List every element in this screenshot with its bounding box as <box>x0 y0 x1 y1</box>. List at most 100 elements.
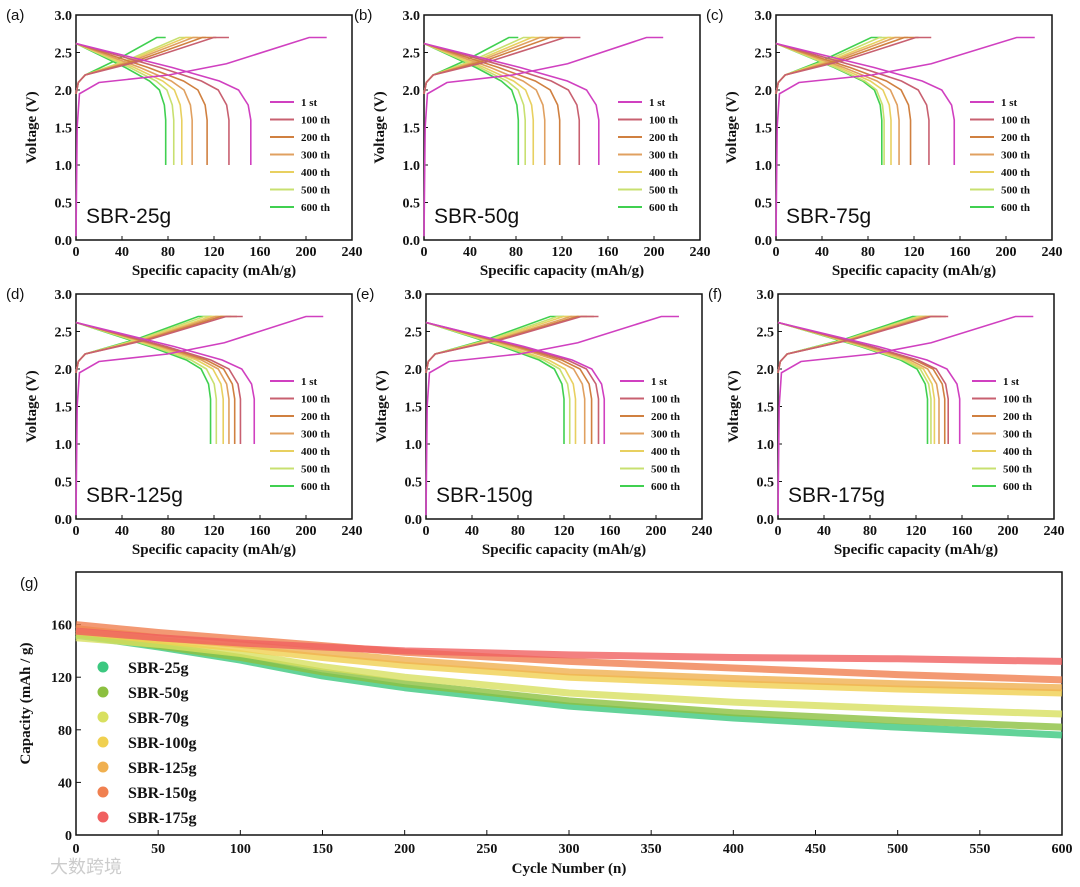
charge-curve-1 <box>75 36 229 94</box>
x-tick-label: 80 <box>161 245 175 260</box>
x-tick-label: 40 <box>815 245 829 260</box>
x-axis-label: Specific capacity (mAh/g) <box>834 542 998 558</box>
voltage-panel-b: 0 40 80 120 160 200 240 0.0 0.5 1.0 1.5 2.0 2.5 3.0 (b… <box>354 7 711 279</box>
y-tick-label: 0.5 <box>757 476 775 491</box>
x-tick-label: 500 <box>887 842 908 857</box>
discharge-curve-1 <box>423 42 581 165</box>
x-tick-label: 120 <box>204 245 225 260</box>
charge-curve-1 <box>775 36 932 94</box>
discharge-curve-4 <box>425 321 577 444</box>
legend-label: 300 th <box>649 150 678 162</box>
sample-label: SBR-75g <box>786 205 871 228</box>
y-tick-label: 0.0 <box>757 513 775 528</box>
legend-label: 200 th <box>301 132 330 144</box>
x-tick-label: 160 <box>598 245 619 260</box>
panel-label: (b) <box>354 7 372 24</box>
legend-label: 300 th <box>1003 429 1032 441</box>
legend-marker <box>97 686 109 698</box>
y-axis-label: Voltage (V) <box>24 91 40 163</box>
discharge-curve-0 <box>425 321 606 444</box>
x-tick-label: 200 <box>646 524 667 539</box>
y-tick-label: 0.0 <box>55 513 73 528</box>
y-tick-label: 1.5 <box>405 401 423 416</box>
x-tick-label: 120 <box>552 245 573 260</box>
voltage-panel-e: 0 40 80 120 160 200 240 0.0 0.5 1.0 1.5 2.0 2.5 3.0 (e… <box>356 286 713 558</box>
discharge-curve-3 <box>75 42 193 165</box>
x-tick-label: 240 <box>342 524 363 539</box>
legend-label: 600 th <box>649 202 678 214</box>
sample-label: SBR-125g <box>86 484 183 507</box>
legend-label: 100 th <box>301 115 330 127</box>
x-tick-label: 50 <box>151 842 165 857</box>
x-tick-label: 100 <box>230 842 251 857</box>
x-tick-label: 0 <box>73 245 80 260</box>
discharge-curve-4 <box>75 42 183 165</box>
legend-marker <box>97 711 109 723</box>
discharge-curve-6 <box>75 42 167 165</box>
discharge-curve-3 <box>75 321 230 444</box>
x-tick-label: 40 <box>465 524 479 539</box>
charge-curve-1 <box>425 315 599 373</box>
x-axis-label: Cycle Number (n) <box>512 861 627 877</box>
x-tick-label: 160 <box>600 524 621 539</box>
y-tick-label: 1.0 <box>405 438 423 453</box>
legend-label: 400 th <box>1001 167 1030 179</box>
y-tick-label: 120 <box>51 671 72 686</box>
x-tick-label: 160 <box>250 524 271 539</box>
discharge-curve-1 <box>775 42 930 165</box>
y-tick-label: 0 <box>65 829 72 844</box>
legend-label: 500 th <box>649 185 678 197</box>
charge-curve-0 <box>425 315 679 516</box>
cycling-panel-g: 0 50 100 150 200 250 300 350 400 450 500 550 600 0 40 8… <box>18 571 1073 878</box>
legend-label: 500 th <box>651 464 680 476</box>
legend-label: 500 th <box>1003 464 1032 476</box>
legend-label: 1 st <box>1001 97 1018 109</box>
legend-label: 200 th <box>1001 132 1030 144</box>
x-tick-label: 80 <box>863 524 877 539</box>
y-tick-label: 2.5 <box>55 326 73 341</box>
charge-curve-2 <box>775 36 919 94</box>
discharge-curve-5 <box>425 321 571 444</box>
x-tick-label: 120 <box>554 524 575 539</box>
x-tick-label: 40 <box>115 245 129 260</box>
discharge-curve-3 <box>423 42 546 165</box>
legend-marker <box>97 761 109 773</box>
charge-curve-0 <box>75 315 324 516</box>
x-tick-label: 40 <box>115 524 129 539</box>
y-tick-label: 2.0 <box>755 84 773 99</box>
legend-label: 400 th <box>301 167 330 179</box>
legend-label: 500 th <box>1001 185 1030 197</box>
discharge-curve-3 <box>775 42 900 165</box>
y-tick-label: 1.5 <box>403 122 421 137</box>
discharge-curve-5 <box>775 42 885 165</box>
y-tick-label: 2.5 <box>755 47 773 62</box>
x-tick-label: 600 <box>1052 842 1073 857</box>
x-tick-label: 80 <box>509 245 523 260</box>
x-tick-label: 200 <box>644 245 665 260</box>
legend-marker <box>97 786 109 798</box>
y-tick-label: 40 <box>58 776 72 791</box>
legend-label: 100 th <box>649 115 678 127</box>
legend-label: 200 th <box>1003 411 1032 423</box>
y-tick-label: 160 <box>51 619 72 634</box>
x-axis-label: Specific capacity (mAh/g) <box>480 263 644 279</box>
x-tick-label: 120 <box>204 524 225 539</box>
legend-label: 1 st <box>301 376 318 388</box>
y-tick-label: 0.0 <box>55 234 73 249</box>
y-tick-label: 0.5 <box>55 476 73 491</box>
x-tick-label: 200 <box>998 524 1019 539</box>
y-tick-label: 3.0 <box>403 9 421 24</box>
y-tick-label: 3.0 <box>55 9 73 24</box>
discharge-curve-0 <box>775 42 956 165</box>
x-tick-label: 250 <box>476 842 497 857</box>
panel-label: (c) <box>706 7 724 24</box>
legend-label: 400 th <box>301 446 330 458</box>
y-tick-label: 1.0 <box>55 159 73 174</box>
legend-label: SBR-175g <box>128 810 196 827</box>
discharge-curve-3 <box>425 321 586 444</box>
legend-label: 600 th <box>301 481 330 493</box>
x-tick-label: 200 <box>296 245 317 260</box>
x-tick-label: 0 <box>421 245 428 260</box>
